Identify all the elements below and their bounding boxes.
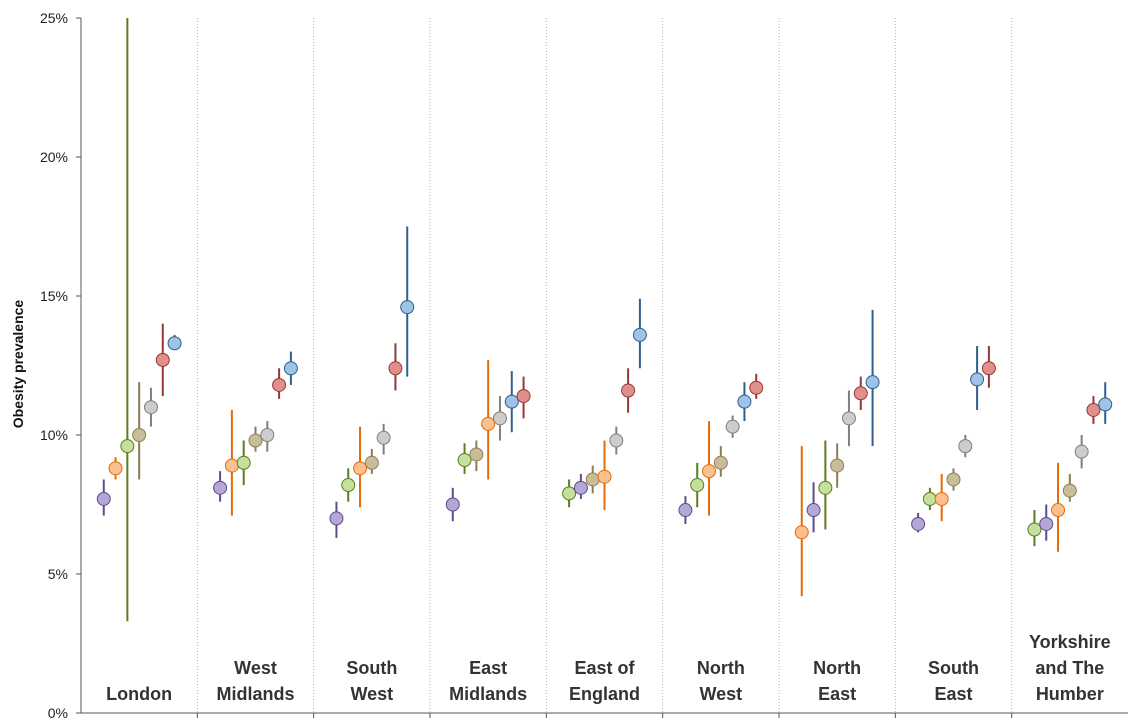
region-label: Midlands: [449, 684, 527, 704]
data-point: [853, 386, 868, 401]
data-point: [690, 478, 705, 493]
data-point: [120, 439, 135, 454]
y-tick-labels: 0% 5% 10% 15% 20% 25%: [40, 10, 68, 718]
data-point: [841, 411, 856, 426]
y-tick-label: 25%: [40, 10, 68, 26]
region-label: West: [699, 684, 742, 704]
data-point: [516, 389, 531, 404]
data-point: [597, 469, 612, 484]
y-tick-label: 15%: [40, 288, 68, 304]
data-point: [573, 480, 588, 495]
region-label: South: [928, 658, 979, 678]
data-point: [236, 455, 251, 470]
data-point: [1062, 483, 1077, 498]
data-point: [830, 458, 845, 473]
region-labels: London West Midlands South West East Midlands E…: [106, 632, 1111, 704]
region-label: Midlands: [216, 684, 294, 704]
data-point: [481, 416, 496, 431]
y-tick-label: 5%: [48, 566, 68, 582]
region-label: Humber: [1036, 684, 1104, 704]
data-point: [865, 375, 880, 390]
region-label: England: [569, 684, 640, 704]
data-point: [364, 455, 379, 470]
region-label: East of: [574, 658, 635, 678]
data-point: [1086, 402, 1101, 417]
data-point: [922, 491, 937, 506]
data-point: [1051, 503, 1066, 518]
data-point: [388, 361, 403, 376]
data-point: [725, 419, 740, 434]
data-point: [621, 383, 636, 398]
data-point: [911, 516, 926, 531]
data-point: [400, 300, 415, 315]
data-point: [1027, 522, 1042, 537]
y-axis: [76, 17, 1128, 718]
data-point: [946, 472, 961, 487]
data-point: [1098, 397, 1113, 412]
region-label: East: [469, 658, 507, 678]
data-point: [678, 503, 693, 518]
data-point: [283, 361, 298, 376]
data-point: [353, 461, 368, 476]
data-point: [167, 336, 182, 351]
region-label: Yorkshire: [1029, 632, 1111, 652]
data-point: [806, 503, 821, 518]
data-point: [794, 525, 809, 540]
region-label: North: [697, 658, 745, 678]
region-label: London: [106, 684, 172, 704]
data-point: [213, 480, 228, 495]
data-point: [749, 380, 764, 395]
data-point: [562, 486, 577, 501]
y-tick-label: 0%: [48, 705, 68, 718]
y-tick-label: 20%: [40, 149, 68, 165]
data-point: [329, 511, 344, 526]
region-label: and The: [1035, 658, 1104, 678]
y-axis-title: Obesity prevalence: [10, 300, 26, 429]
y-tick-label: 10%: [40, 427, 68, 443]
data-points: [96, 18, 1113, 622]
data-point: [981, 361, 996, 376]
region-label: East: [934, 684, 972, 704]
data-point: [737, 394, 752, 409]
data-point: [585, 472, 600, 487]
region-label: West: [350, 684, 393, 704]
data-point: [445, 497, 460, 512]
data-point: [155, 352, 170, 367]
data-point: [132, 428, 147, 442]
region-label: South: [346, 658, 397, 678]
data-point: [504, 394, 519, 409]
region-label: East: [818, 684, 856, 704]
data-point: [632, 327, 647, 342]
data-point: [260, 428, 275, 442]
data-point: [96, 491, 111, 506]
data-point: [224, 458, 239, 473]
data-point: [702, 464, 717, 479]
data-point: [248, 433, 263, 448]
region-separators: [196, 18, 1013, 713]
data-point: [934, 491, 949, 506]
data-point: [492, 411, 507, 426]
region-label: West: [234, 658, 277, 678]
data-point: [818, 480, 833, 495]
data-point: [143, 400, 158, 415]
data-point: [609, 433, 624, 448]
data-point: [341, 478, 356, 493]
data-point: [272, 377, 287, 392]
data-point: [1074, 444, 1089, 459]
data-point: [1039, 516, 1054, 531]
data-point: [376, 430, 391, 445]
data-point: [713, 455, 728, 470]
region-label: North: [813, 658, 861, 678]
data-point: [108, 461, 123, 476]
data-point: [958, 439, 973, 454]
data-point: [469, 447, 484, 462]
data-point: [970, 372, 985, 387]
data-point: [457, 453, 472, 468]
